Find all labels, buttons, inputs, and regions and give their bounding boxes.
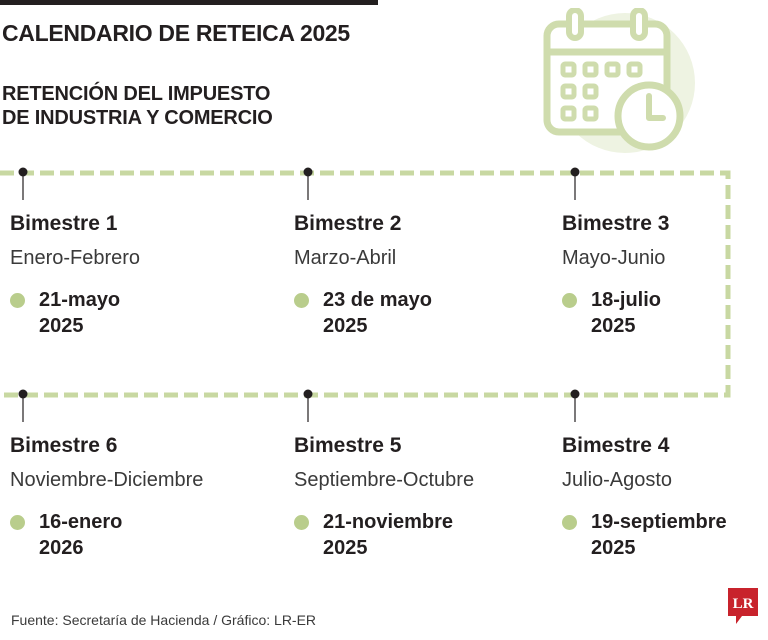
lr-logo-icon: LR bbox=[728, 588, 758, 624]
timeline-marker bbox=[570, 167, 580, 177]
bimester-label: Bimestre 2 bbox=[294, 212, 402, 235]
subtitle-line-1: RETENCIÓN DEL IMPUESTO bbox=[2, 83, 271, 105]
deadline-year: 2025 bbox=[323, 537, 368, 559]
timeline-marker bbox=[303, 167, 313, 177]
deadline-year: 2025 bbox=[39, 315, 84, 337]
dot-icon bbox=[562, 515, 577, 530]
deadline-date: 21-mayo bbox=[39, 289, 121, 311]
bimester-label: Bimestre 4 bbox=[562, 434, 670, 457]
page-subtitle: RETENCIÓN DEL IMPUESTO DE INDUSTRIA Y CO… bbox=[2, 82, 273, 130]
deadline-date: 16-enero bbox=[39, 511, 123, 533]
top-rule bbox=[0, 0, 378, 5]
months-label: Julio-Agosto bbox=[562, 469, 673, 491]
deadline: 21-mayo 2025 bbox=[10, 287, 260, 339]
subtitle-line-2: DE INDUSTRIA Y COMERCIO bbox=[2, 107, 273, 129]
dot-icon bbox=[10, 515, 25, 530]
months-label: Septiembre-Octubre bbox=[294, 469, 475, 491]
deadline-year: 2026 bbox=[39, 537, 84, 559]
deadline-date: 18-julio bbox=[591, 289, 662, 311]
source-footer: Fuente: Secretaría de Hacienda / Gráfico… bbox=[11, 612, 317, 628]
dot-icon bbox=[10, 293, 25, 308]
dot-icon bbox=[294, 293, 309, 308]
deadline: 23 de mayo 2025 bbox=[294, 287, 544, 339]
deadline-year: 2025 bbox=[323, 315, 368, 337]
period-bimestre-2: Bimestre 2 Marzo-Abril 23 de mayo 2025 bbox=[294, 211, 544, 339]
months-label: Marzo-Abril bbox=[294, 247, 397, 269]
deadline: 18-julio 2025 bbox=[562, 287, 762, 339]
deadline-date: 21-noviembre bbox=[323, 511, 454, 533]
timeline-marker bbox=[18, 167, 28, 177]
months-label: Mayo-Junio bbox=[562, 247, 666, 269]
calendar-clock-icon bbox=[543, 8, 695, 153]
period-bimestre-3: Bimestre 3 Mayo-Junio 18-julio 2025 bbox=[562, 211, 762, 339]
bimester-label: Bimestre 6 bbox=[10, 434, 118, 457]
dot-icon bbox=[562, 293, 577, 308]
bimester-label: Bimestre 5 bbox=[294, 434, 402, 457]
logo-text: LR bbox=[733, 596, 754, 612]
dot-icon bbox=[294, 515, 309, 530]
deadline-year: 2025 bbox=[591, 315, 636, 337]
page-title: CALENDARIO DE RETEICA 2025 bbox=[2, 20, 350, 46]
months-label: Noviembre-Diciembre bbox=[10, 469, 204, 491]
timeline-marker bbox=[303, 389, 313, 399]
period-bimestre-4: Bimestre 4 Julio-Agosto 19-septiembre 20… bbox=[562, 433, 766, 561]
deadline-date: 19-septiembre bbox=[591, 511, 727, 533]
deadline: 19-septiembre 2025 bbox=[562, 509, 766, 561]
bimester-label: Bimestre 1 bbox=[10, 212, 118, 235]
period-bimestre-5: Bimestre 5 Septiembre-Octubre 21-noviemb… bbox=[294, 433, 544, 561]
bimester-label: Bimestre 3 bbox=[562, 212, 670, 235]
timeline-marker bbox=[570, 389, 580, 399]
period-bimestre-1: Bimestre 1 Enero-Febrero 21-mayo 2025 bbox=[10, 211, 260, 339]
months-label: Enero-Febrero bbox=[10, 247, 141, 269]
period-bimestre-6: Bimestre 6 Noviembre-Diciembre 16-enero … bbox=[10, 433, 260, 561]
timeline-marker bbox=[18, 389, 28, 399]
deadline: 16-enero 2026 bbox=[10, 509, 260, 561]
deadline-date: 23 de mayo bbox=[323, 289, 432, 311]
deadline: 21-noviembre 2025 bbox=[294, 509, 544, 561]
deadline-year: 2025 bbox=[591, 537, 636, 559]
